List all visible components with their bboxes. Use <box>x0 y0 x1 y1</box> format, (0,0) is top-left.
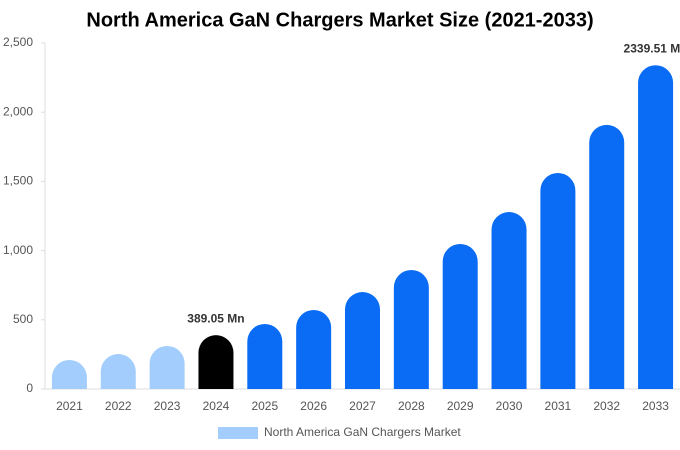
bar <box>442 243 478 389</box>
y-tick-label: 1,500 <box>3 174 33 188</box>
bar <box>149 345 185 389</box>
y-tick-label: 2,000 <box>3 104 33 118</box>
x-tick-label: 2022 <box>105 399 132 413</box>
bar <box>491 211 527 389</box>
x-tick-label: 2031 <box>545 399 572 413</box>
bar <box>296 309 332 389</box>
bar <box>51 359 87 389</box>
chart-title: North America GaN Chargers Market Size (… <box>86 9 593 31</box>
y-tick-label: 500 <box>13 312 33 326</box>
x-tick-label: 2026 <box>300 399 327 413</box>
bar <box>345 291 380 389</box>
y-tick-label: 0 <box>26 381 33 395</box>
bar <box>247 323 283 389</box>
legend-swatch <box>218 427 258 439</box>
bar <box>393 269 429 389</box>
x-tick-label: 2023 <box>154 399 181 413</box>
value-label: 2339.51 Mn <box>624 41 680 55</box>
value-label: 389.05 Mn <box>187 311 244 325</box>
bar <box>198 335 234 389</box>
x-tick-label: 2021 <box>56 399 83 413</box>
bar <box>540 172 576 389</box>
bar <box>638 65 674 389</box>
legend-label: North America GaN Chargers Market <box>264 425 461 439</box>
x-tick-label: 2033 <box>642 399 669 413</box>
x-tick-label: 2027 <box>349 399 376 413</box>
x-tick-label: 2029 <box>447 399 474 413</box>
x-tick-label: 2032 <box>593 399 620 413</box>
x-tick-label: 2025 <box>251 399 278 413</box>
x-tick-label: 2024 <box>203 399 230 413</box>
y-tick-label: 2,500 <box>3 35 33 49</box>
bar <box>589 124 625 389</box>
y-tick-label: 1,000 <box>3 243 33 257</box>
bar <box>100 353 136 389</box>
x-tick-label: 2028 <box>398 399 425 413</box>
x-tick-label: 2030 <box>496 399 523 413</box>
